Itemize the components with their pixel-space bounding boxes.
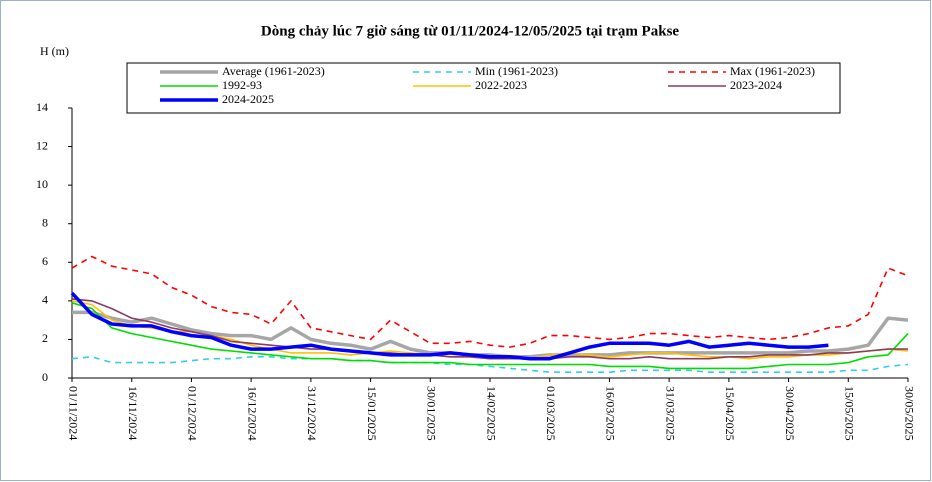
x-tick-label: 01/12/2024 xyxy=(186,386,200,441)
chart-title: Dòng chảy lúc 7 giờ sáng từ 01/11/2024-1… xyxy=(261,23,679,39)
x-tick-label: 31/12/2024 xyxy=(305,386,319,441)
x-tick-label: 15/04/2025 xyxy=(723,386,737,441)
series-line xyxy=(71,298,908,360)
legend-label: Max (1961-2023) xyxy=(730,64,815,78)
y-tick-label: 0 xyxy=(42,370,48,384)
x-tick-label: 15/01/2025 xyxy=(365,386,379,441)
x-tick-label: 14/02/2025 xyxy=(484,386,498,441)
legend-label: 2024-2025 xyxy=(222,92,274,106)
x-tick-label: 01/11/2024 xyxy=(66,386,80,440)
series-line xyxy=(72,310,909,359)
legend-label: 2023-2024 xyxy=(730,78,782,92)
legend-label: Min (1961-2023) xyxy=(475,64,558,78)
x-tick-label: 30/01/2025 xyxy=(425,386,439,441)
series-line xyxy=(71,356,909,373)
y-tick-label: 6 xyxy=(42,254,48,268)
y-tick-label: 4 xyxy=(42,293,48,307)
legend-label: 1992-93 xyxy=(222,78,262,92)
x-tick-label: 16/11/2024 xyxy=(126,386,140,440)
series-line xyxy=(71,302,909,370)
x-tick-label: 30/04/2025 xyxy=(783,386,797,441)
legend-label: 2022-2023 xyxy=(475,78,527,92)
series-line xyxy=(70,291,829,361)
x-tick-label: 16/03/2025 xyxy=(604,386,618,441)
y-tick-label: 14 xyxy=(36,100,48,114)
y-tick-label: 2 xyxy=(42,331,48,345)
y-tick-label: 12 xyxy=(36,138,48,152)
x-tick-label: 31/03/2025 xyxy=(663,386,677,441)
x-tick-label: 16/12/2024 xyxy=(245,386,259,441)
y-axis-label: H (m) xyxy=(40,44,69,58)
x-tick-label: 01/03/2025 xyxy=(544,386,558,441)
legend-label: Average (1961-2023) xyxy=(222,64,325,78)
x-tick-label: 15/05/2025 xyxy=(843,386,857,441)
legend-box xyxy=(126,62,841,114)
series-line xyxy=(71,255,909,348)
y-tick-label: 10 xyxy=(36,177,48,191)
x-tick-label: 30/05/2025 xyxy=(902,386,916,441)
y-tick-label: 8 xyxy=(42,215,48,229)
